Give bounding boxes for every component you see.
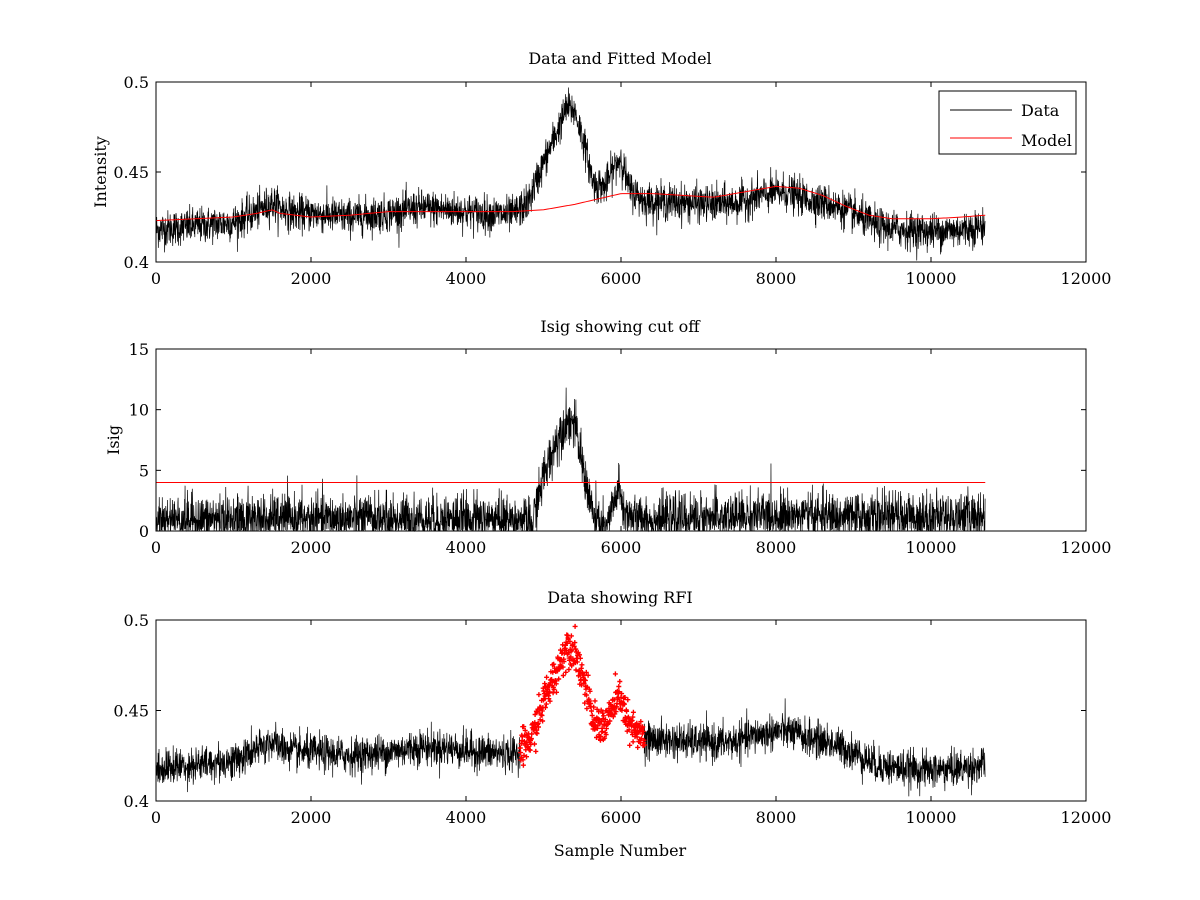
panel-1-xtick-label: 2000 (291, 269, 332, 288)
panel-data-and-fitted-model: Data and Fitted Model Intensity 0 2000 400… (91, 49, 1111, 288)
panel-3-series-layer (155, 623, 986, 797)
panel-1-ticks: 0 2000 4000 6000 8000 10000 12000 0.4 0.45 0.5 (113, 73, 1111, 288)
panel-1-legend: Data Model (938, 90, 1077, 155)
panel-1-xtick-label: 0 (151, 269, 161, 288)
panel-data-showing-rfi: Data showing RFI 0 2000 4000 6000 8000 10000 1… (113, 588, 1111, 860)
panel-1-ylabel: Intensity (91, 136, 110, 208)
panel-1-xtick-label: 8000 (756, 269, 797, 288)
panel-2-ytick-label: 5 (139, 461, 149, 480)
panel-1-ytick-label: 0.5 (124, 73, 149, 92)
panel-2-title: Isig showing cut off (540, 317, 701, 336)
panel-3-ytick-label: 0.45 (113, 702, 149, 721)
panel-2-xtick-label: 8000 (756, 538, 797, 557)
panel-1-xtick-label: 10000 (906, 269, 957, 288)
panel-2-xtick-label: 10000 (906, 538, 957, 557)
panel-1-ytick-label: 0.4 (124, 253, 149, 272)
panel-1-title: Data and Fitted Model (528, 49, 711, 68)
panel-3-xlabel: Sample Number (554, 841, 687, 860)
panel-2-xtick-label: 4000 (446, 538, 487, 557)
panel-2-xtick-label: 2000 (291, 538, 332, 557)
panel-1-series-layer (155, 87, 986, 261)
panel-3-axes-box (155, 619, 1087, 802)
panel-2-xtick-label: 12000 (1061, 538, 1112, 557)
panel-1-xtick-label: 12000 (1061, 269, 1112, 288)
panel-1-axes-box (155, 81, 1087, 263)
panel-1-series-1-trace (155, 87, 986, 261)
panel-3-xtick-label: 8000 (756, 808, 797, 827)
legend-box (938, 90, 1077, 155)
panel-3-xtick-label: 2000 (291, 808, 332, 827)
panel-2-ytick-label: 0 (139, 522, 149, 541)
panel-2-ytick-label: 15 (129, 340, 149, 359)
panel-3-ytick-label: 0.4 (124, 792, 149, 811)
panel-2-ytick-label: 10 (129, 401, 149, 420)
panel-3-series-1-trace (155, 698, 986, 797)
panel-1-ytick-label: 0.45 (113, 163, 149, 182)
panel-3-ytick-label: 0.5 (124, 611, 149, 630)
rfi-marker-glyphs (517, 623, 647, 768)
panel-3-xtick-label: 10000 (906, 808, 957, 827)
panel-3-xtick-label: 12000 (1061, 808, 1112, 827)
panel-3-title: Data showing RFI (547, 588, 692, 607)
panel-3-xtick-label: 0 (151, 808, 161, 827)
panel-2-xtick-label: 0 (151, 538, 161, 557)
panel-2-series-1-trace (155, 387, 986, 533)
panel-1-xtick-label: 6000 (601, 269, 642, 288)
panel-1-series-2-line (155, 185, 986, 222)
panel-2-xtick-label: 6000 (601, 538, 642, 557)
panel-3-rfi-markers (517, 623, 647, 768)
legend-label-model: Model (1021, 131, 1072, 150)
panel-2-ylabel: Isig (104, 425, 123, 455)
panel-1-xtick-label: 4000 (446, 269, 487, 288)
panel-2-axes-box (155, 348, 1087, 532)
panel-2-series-layer (155, 387, 986, 533)
panel-3-ticks: 0 2000 4000 6000 8000 10000 12000 0.4 0.45 0.5 (113, 611, 1111, 827)
legend-label-data: Data (1021, 101, 1060, 120)
panel-2-ticks: 0 2000 4000 6000 8000 10000 12000 0 5 10 15 (129, 340, 1112, 557)
panel-3-xtick-label: 6000 (601, 808, 642, 827)
panel-3-xtick-label: 4000 (446, 808, 487, 827)
panel-isig-showing-cut-off: Isig showing cut off Isig 0 2000 4000 6000 8… (104, 317, 1111, 557)
